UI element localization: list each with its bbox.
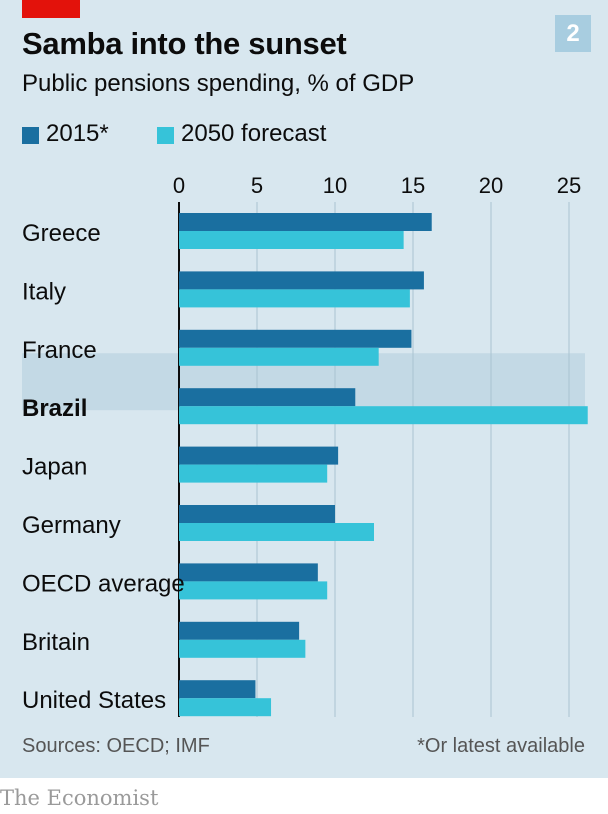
footnote: *Or latest available	[417, 735, 585, 757]
category-label-france: France	[22, 337, 97, 364]
bar-2015-united-states	[179, 680, 256, 699]
bar-2015-britain	[179, 621, 300, 640]
bar-2015-japan	[179, 446, 339, 465]
bar-2050-france	[179, 347, 379, 366]
x-tick-label-0: 0	[173, 173, 185, 198]
bar-2050-greece	[179, 231, 404, 249]
legend-swatch-2050	[157, 127, 174, 144]
source-note: Sources: OECD; IMF	[22, 735, 210, 757]
bar-2015-germany	[179, 505, 335, 523]
brand-red-tag	[22, 0, 80, 18]
bar-2015-italy	[179, 271, 424, 290]
bar-2050-italy	[179, 289, 410, 308]
x-tick-label-15: 15	[401, 173, 425, 198]
bar-2015-greece	[179, 213, 432, 231]
bar-2050-brazil	[179, 406, 588, 425]
category-label-oecd-average: OECD average	[22, 570, 185, 597]
x-tick-label-25: 25	[557, 173, 581, 198]
legend-label-2015: 2015*	[46, 120, 109, 147]
category-label-germany: Germany	[22, 512, 121, 539]
publisher-logo: The Economist	[0, 786, 159, 810]
bar-2015-oecd-average	[179, 563, 318, 582]
chart-title: Samba into the sunset	[22, 26, 347, 61]
bar-2050-oecd-average	[179, 581, 328, 600]
bar-2015-brazil	[179, 388, 356, 407]
legend-swatch-2015	[22, 127, 39, 144]
category-label-brazil: Brazil	[22, 395, 87, 422]
chart-subtitle: Public pensions spending, % of GDP	[22, 70, 415, 97]
category-label-britain: Britain	[22, 629, 90, 656]
x-tick-label-20: 20	[479, 173, 503, 198]
category-label-italy: Italy	[22, 278, 66, 305]
category-label-japan: Japan	[22, 454, 87, 481]
category-label-united-states: United States	[22, 687, 166, 714]
bar-2050-japan	[179, 464, 328, 483]
legend-label-2050: 2050 forecast	[181, 120, 327, 147]
x-tick-label-10: 10	[323, 173, 347, 198]
category-label-greece: Greece	[22, 220, 101, 247]
bar-2050-united-states	[179, 698, 272, 717]
bar-2015-france	[179, 329, 412, 348]
bar-2050-britain	[179, 639, 306, 658]
chart-number-badge: 2	[555, 15, 591, 52]
x-tick-label-5: 5	[251, 173, 263, 198]
bar-chart: 0 5 10 15 20 25 Greece Italy France Brazil Japan Ge…	[22, 173, 588, 717]
bar-2050-germany	[179, 523, 374, 541]
